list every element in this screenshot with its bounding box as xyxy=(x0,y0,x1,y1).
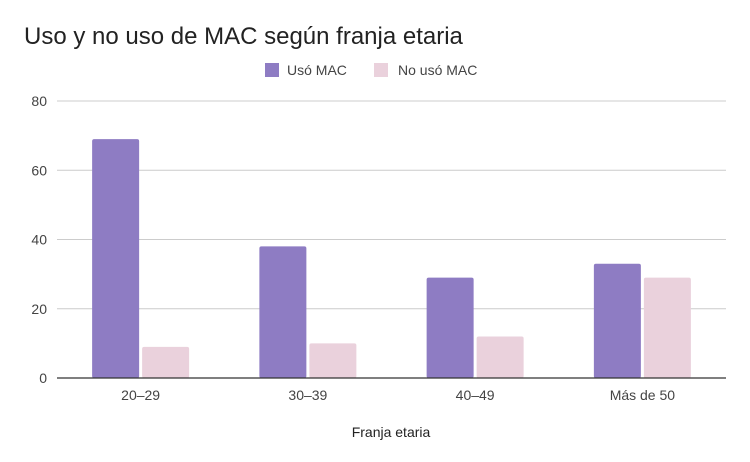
bar-us-mac-m-s-de-50 xyxy=(593,263,641,378)
bars xyxy=(92,139,691,378)
y-tick-label-80: 80 xyxy=(31,93,47,109)
legend-label-no-uso-mac: No usó MAC xyxy=(398,62,477,78)
y-tick-label-0: 0 xyxy=(39,370,47,386)
y-tick-label-40: 40 xyxy=(31,232,47,248)
y-tick-label-20: 20 xyxy=(31,301,47,317)
bar-no-us-mac-m-s-de-50 xyxy=(643,277,691,378)
legend: Usó MAC No usó MAC xyxy=(265,62,477,78)
legend-label-uso-mac: Usó MAC xyxy=(287,62,347,78)
x-tick-label-40-49: 40–49 xyxy=(456,387,495,403)
x-tick-label-20-29: 20–29 xyxy=(121,387,160,403)
bar-no-us-mac-30-39 xyxy=(309,343,357,378)
x-axis-title: Franja etaria xyxy=(352,424,431,440)
y-tick-label-60: 60 xyxy=(31,162,47,178)
x-tick-label-m-s-de-50: Más de 50 xyxy=(610,387,676,403)
bar-no-us-mac-20-29 xyxy=(142,346,190,378)
x-axis-ticks: 20–29 30–39 40–49 Más de 50 xyxy=(121,387,675,403)
x-tick-label-30-39: 30–39 xyxy=(288,387,327,403)
legend-swatch-uso-mac xyxy=(265,63,279,77)
chart-title: Uso y no uso de MAC según franja etaria xyxy=(24,23,464,50)
bar-us-mac-40-49 xyxy=(426,277,474,378)
bar-no-us-mac-40-49 xyxy=(476,336,524,378)
bar-us-mac-20-29 xyxy=(92,139,140,378)
y-axis-ticks: 0 20 40 60 80 xyxy=(31,93,47,386)
legend-swatch-no-uso-mac xyxy=(374,63,388,77)
bar-us-mac-30-39 xyxy=(259,246,307,378)
